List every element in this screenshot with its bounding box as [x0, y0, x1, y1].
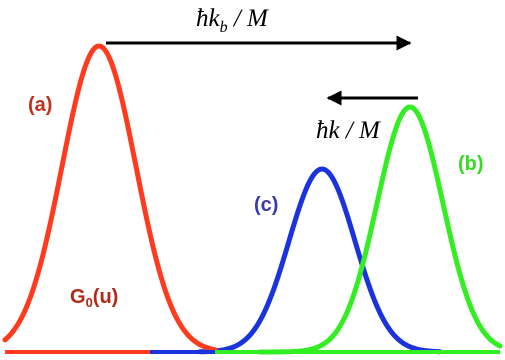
arrow-top-label: ħkb / M: [196, 5, 269, 36]
arrow-mid-label: ħk / M: [316, 117, 381, 144]
label-a: (a): [28, 94, 52, 116]
curve-c: [197, 166, 443, 355]
curve-a: [2, 43, 218, 353]
label-c: (c): [254, 194, 278, 216]
label-b: (b): [458, 153, 484, 175]
label-g0: G0(u): [70, 286, 118, 310]
